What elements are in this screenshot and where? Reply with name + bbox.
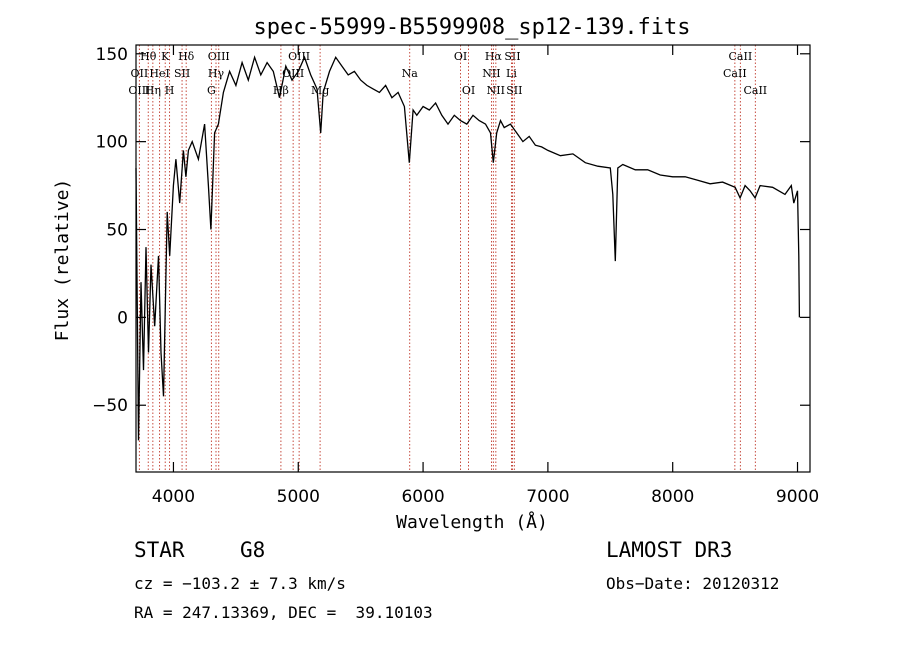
spectral-line-label: OIII (208, 50, 230, 63)
spectrum-series-line (135, 55, 801, 441)
y-tick-label: 150 (96, 45, 128, 65)
chart-title: spec-55999-B5599908_sp12-139.fits (253, 15, 690, 40)
spectral-line-label: CaII (729, 50, 753, 63)
spectral-line-label: OIII (288, 50, 310, 63)
y-tick-label: −50 (92, 396, 128, 416)
spectral-line-label: Hα (485, 50, 503, 63)
x-tick-label: 4000 (152, 487, 195, 507)
spectral-line-label: SII (174, 67, 190, 80)
y-axis-label: Flux (relative) (52, 179, 73, 342)
object-class: STAR (134, 538, 185, 562)
redshift-velocity: cz = −103.2 ± 7.3 km/s (134, 574, 346, 593)
spectral-line-label: K (161, 50, 170, 63)
spectral-line-label: Hη (145, 84, 161, 97)
spectral-line-label: Hθ (140, 50, 157, 63)
y-tick-label: 100 (96, 133, 128, 153)
spectral-line-label: Hγ (208, 67, 225, 80)
plot-frame (135, 44, 811, 473)
object-subclass: G8 (240, 538, 266, 562)
spectral-line-label: OII (131, 67, 149, 80)
x-tick-label: 6000 (401, 487, 444, 507)
y-tick-label: 50 (106, 221, 128, 241)
spectral-line-label: NII (487, 84, 505, 97)
spectral-line-label: OI (454, 50, 467, 63)
x-axis-label: Wavelength (Å) (396, 511, 548, 533)
x-tick-label: 7000 (526, 487, 569, 507)
spectral-line-label: H (165, 84, 175, 97)
spectral-line-label: G (207, 84, 216, 97)
y-tick-label: 0 (117, 308, 128, 328)
spectral-line-label: SII (506, 84, 522, 97)
x-tick-label: 9000 (776, 487, 819, 507)
x-tick-label: 5000 (277, 487, 320, 507)
spectral-line-label: HeI (149, 67, 169, 80)
spectral-line-label: Mg (311, 84, 329, 97)
sky-coordinates: RA = 247.13369, DEC = 39.10103 (134, 603, 433, 622)
spectral-line-label: OIII (128, 84, 150, 97)
spectral-line-label: NII (482, 67, 500, 80)
spectral-line-label: Li (506, 67, 517, 80)
spectral-line-label: CaII (743, 84, 767, 97)
spectral-line-label: OI (462, 84, 475, 97)
spectral-line-label: SII (504, 50, 520, 63)
spectral-line-label: Hδ (178, 50, 195, 63)
spectral-line-label: Na (402, 67, 419, 80)
observation-date: Obs−Date: 20120312 (606, 574, 780, 593)
survey-name: LAMOST DR3 (606, 538, 733, 562)
x-tick-label: 8000 (651, 487, 694, 507)
spectral-line-label: CaII (723, 67, 747, 80)
